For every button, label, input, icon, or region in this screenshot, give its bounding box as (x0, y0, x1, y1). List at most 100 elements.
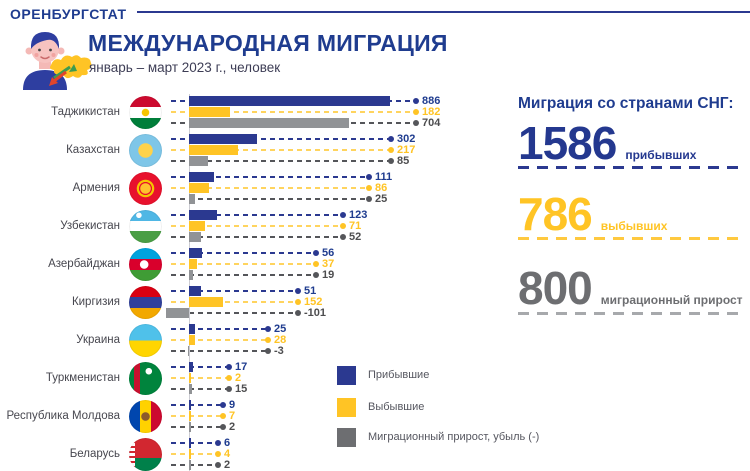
stat-arrived-value: 1586 (518, 117, 617, 169)
bar-departed (189, 373, 191, 383)
bar-departed (189, 449, 191, 459)
value-bullet-departed (215, 451, 221, 457)
stat-arrived-divider (518, 166, 746, 169)
flag-moldova-icon (129, 400, 162, 433)
bar-departed (189, 335, 196, 345)
value-bullet-arrived (366, 174, 372, 180)
legend-label-1: Выбывшие (368, 401, 425, 413)
value-label-growth: 25 (375, 193, 388, 205)
country-label: Казахстан (66, 144, 120, 156)
axis-line (189, 94, 190, 471)
leader-line-arrived (171, 176, 368, 178)
value-label-growth: -101 (304, 307, 327, 319)
bar-growth (189, 232, 201, 242)
value-bullet-growth (366, 196, 372, 202)
stat-departed: 786 выбывших (518, 191, 750, 237)
value-label-arrived: 6 (224, 437, 231, 449)
value-label-departed: 7 (229, 410, 236, 422)
stat-departed-divider (518, 237, 746, 240)
value-bullet-arrived (265, 326, 271, 332)
value-bullet-arrived (220, 402, 226, 408)
country-label: Туркменистан (45, 372, 120, 384)
value-bullet-growth (226, 386, 232, 392)
stat-growth-value: 800 (518, 262, 593, 314)
value-label-departed: 217 (397, 144, 416, 156)
flag-kazakhstan-icon (129, 134, 162, 167)
flag-armenia-icon (129, 172, 162, 205)
flag-turkmenistan-icon (129, 362, 162, 395)
value-label-growth: 2 (229, 421, 236, 433)
bar-growth (189, 460, 191, 470)
bar-arrived (189, 324, 195, 334)
value-bullet-departed (220, 413, 226, 419)
leader-line-arrived (171, 328, 267, 330)
country-label: Армения (72, 182, 120, 194)
leader-line-growth (171, 350, 267, 352)
leader-line-growth (171, 274, 315, 276)
leader-line-growth (171, 312, 297, 314)
value-bullet-departed (265, 337, 271, 343)
header-rule (137, 11, 750, 13)
flag-belarus-icon (129, 438, 162, 471)
leader-line-departed (171, 225, 342, 227)
flag-uzbekistan-icon (129, 210, 162, 243)
value-bullet-arrived (226, 364, 232, 370)
leader-line-departed (171, 111, 415, 113)
value-bullet-growth (215, 462, 221, 468)
bar-departed (189, 297, 224, 307)
value-bullet-arrived (313, 250, 319, 256)
bar-growth (189, 118, 349, 128)
stat-arrived: 1586 прибывших (518, 120, 750, 166)
country-label: Узбекистан (60, 220, 120, 232)
bar-departed (189, 411, 191, 421)
bar-arrived (189, 362, 193, 372)
stat-growth-divider (518, 312, 746, 315)
value-bullet-growth (413, 120, 419, 126)
value-bullet-departed (413, 109, 419, 115)
value-label-arrived: 123 (349, 209, 368, 221)
leader-line-departed (171, 415, 222, 417)
bar-departed (189, 183, 209, 193)
bar-growth (166, 308, 189, 318)
value-label-arrived: 111 (375, 171, 393, 183)
leader-line-arrived (171, 138, 390, 140)
page-subtitle: январь – март 2023 г., человек (89, 60, 281, 75)
bar-growth (189, 422, 191, 432)
leader-line-growth (171, 236, 342, 238)
value-label-departed: 71 (349, 220, 362, 232)
value-bullet-growth (340, 234, 346, 240)
bar-growth (187, 346, 189, 356)
legend-label-0: Прибывшие (368, 369, 430, 381)
value-label-growth: -3 (274, 345, 284, 357)
bar-arrived (189, 96, 390, 106)
value-label-departed: 182 (422, 106, 441, 118)
value-bullet-arrived (215, 440, 221, 446)
stat-departed-label: выбывших (600, 219, 668, 233)
leader-line-growth (171, 464, 217, 466)
leader-line-departed (171, 187, 368, 189)
leader-line-growth (171, 198, 368, 200)
value-label-arrived: 56 (322, 247, 335, 259)
region-map-with-migration-arrows-icon (46, 48, 94, 93)
legend-swatch-0 (337, 366, 356, 385)
stat-growth-label: миграционный прирост (600, 293, 743, 307)
value-bullet-arrived (340, 212, 346, 218)
bar-departed (189, 221, 206, 231)
value-bullet-arrived (295, 288, 301, 294)
leader-line-departed (171, 263, 315, 265)
value-label-growth: 704 (422, 117, 441, 129)
value-label-departed: 86 (375, 182, 388, 194)
flag-kyrgyzstan-icon (129, 286, 162, 319)
flag-ukraine-icon (129, 324, 162, 357)
leader-line-departed (171, 377, 228, 379)
summary-title: Миграция со странами СНГ: (518, 95, 734, 112)
bar-arrived (189, 286, 201, 296)
legend-label-2: Миграционный прирост, убыль (-) (368, 431, 540, 443)
leader-line-departed (171, 301, 297, 303)
flag-tajikistan-icon (129, 96, 162, 129)
page-title: МЕЖДУНАРОДНАЯ МИГРАЦИЯ (88, 30, 448, 56)
bar-growth (189, 194, 195, 204)
value-label-growth: 2 (224, 459, 231, 471)
value-label-departed: 2 (235, 372, 242, 384)
value-bullet-departed (340, 223, 346, 229)
